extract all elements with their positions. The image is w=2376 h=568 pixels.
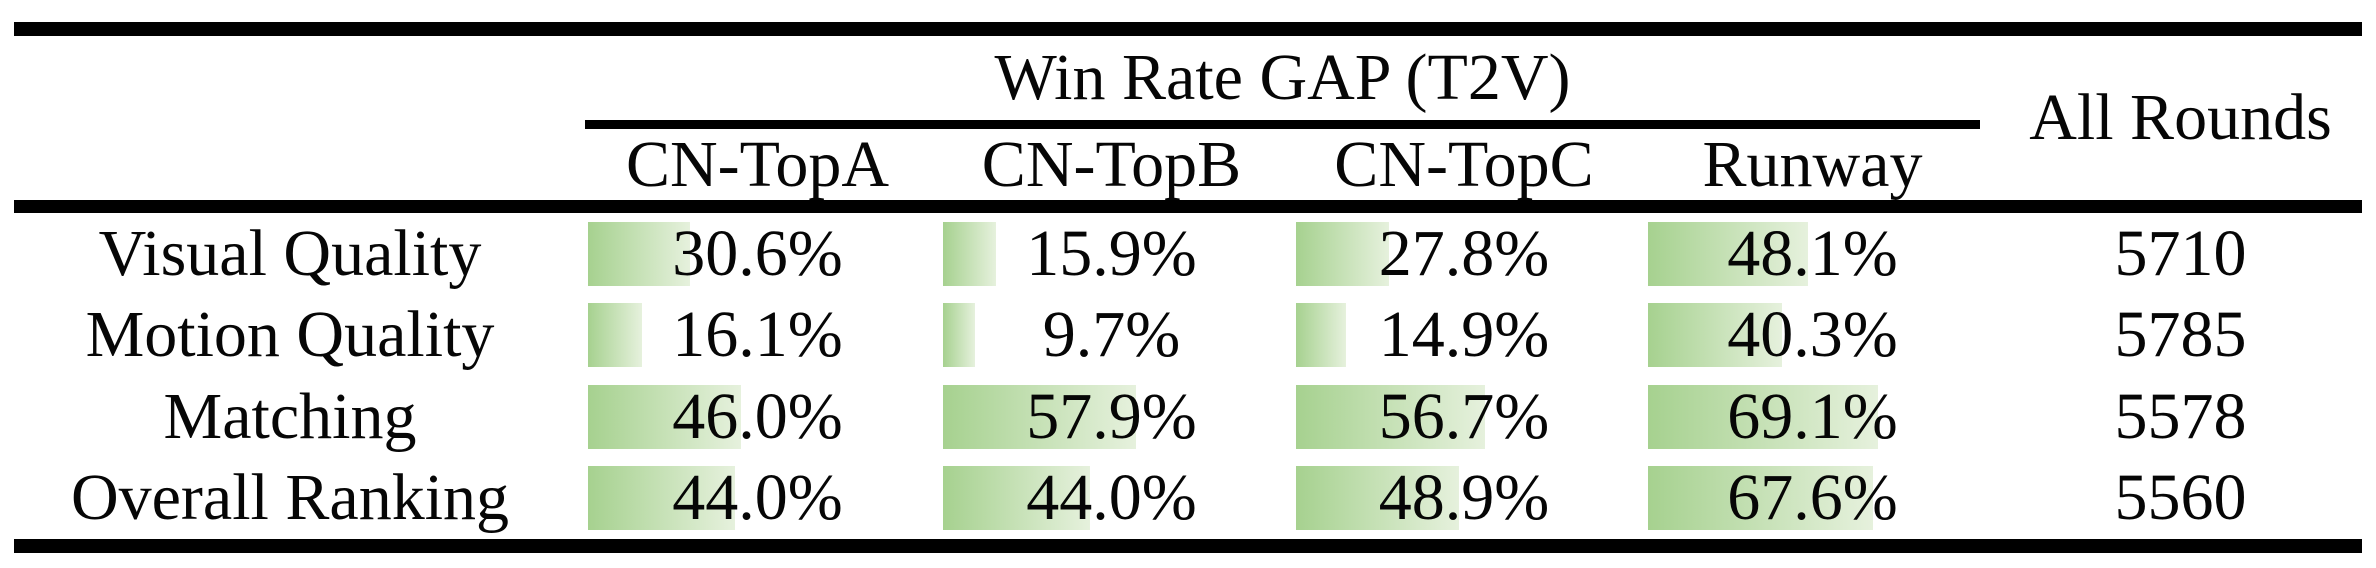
column-header-cn-topb: CN-TopB xyxy=(981,127,1242,201)
top-border-rule xyxy=(14,22,2362,36)
win-rate-cell: 46.0% xyxy=(580,376,935,458)
win-rate-cell: 16.1% xyxy=(580,295,935,377)
span-header-rule xyxy=(585,120,1980,129)
win-rate-cell: 15.9% xyxy=(935,213,1288,295)
win-rate-value: 48.1% xyxy=(1727,216,1898,290)
table-row-visual-quality: Visual Quality 30.6% 15.9% 27.8% 48.1% 5… xyxy=(0,213,2376,295)
header-label-spacer xyxy=(0,36,580,200)
win-rate-value: 44.0% xyxy=(672,461,843,535)
span-header-title: Win Rate GAP (T2V) xyxy=(994,41,1571,114)
win-rate-cell: 48.9% xyxy=(1288,458,1640,540)
win-rate-bar xyxy=(588,303,642,368)
win-rate-value: 44.0% xyxy=(1026,461,1197,535)
win-rate-value: 67.6% xyxy=(1727,461,1898,535)
win-rate-cell: 44.0% xyxy=(935,458,1288,540)
win-rate-cell: 40.3% xyxy=(1640,295,1985,377)
row-label: Motion Quality xyxy=(85,298,495,372)
win-rate-value: 48.9% xyxy=(1378,461,1550,535)
win-rate-bar xyxy=(1296,384,1485,449)
win-rate-value: 30.6% xyxy=(672,216,843,290)
win-rate-cell: 69.1% xyxy=(1640,376,1985,458)
all-rounds-value: 5560 xyxy=(2114,461,2247,535)
win-rate-value: 15.9% xyxy=(1026,216,1197,290)
win-rate-value: 46.0% xyxy=(672,379,843,453)
win-rate-bar xyxy=(943,221,996,286)
table-row-motion-quality: Motion Quality 16.1% 9.7% 14.9% 40.3% 57… xyxy=(0,295,2376,377)
win-rate-bar xyxy=(588,384,742,449)
win-rate-bar xyxy=(943,303,976,368)
win-rate-cell: 27.8% xyxy=(1288,213,1640,295)
span-header-group: Win Rate GAP (T2V) CN-TopA CN-TopB CN-To… xyxy=(580,36,1985,200)
win-rate-value: 9.7% xyxy=(1042,298,1181,372)
row-label: Matching xyxy=(163,379,417,453)
column-header-cn-topc: CN-TopC xyxy=(1334,127,1594,201)
win-rate-bar xyxy=(588,466,735,531)
win-rate-cell: 44.0% xyxy=(580,458,935,540)
win-rate-bar xyxy=(588,221,690,286)
win-rate-value: 56.7% xyxy=(1378,379,1550,453)
win-rate-cell: 57.9% xyxy=(935,376,1288,458)
win-rate-cell: 30.6% xyxy=(580,213,935,295)
win-rate-bar xyxy=(1648,303,1783,368)
win-rate-bar xyxy=(943,384,1136,449)
table-header: Win Rate GAP (T2V) CN-TopA CN-TopB CN-To… xyxy=(0,36,2376,200)
all-rounds-value: 5785 xyxy=(2114,298,2247,372)
column-header-cn-topa: CN-TopA xyxy=(625,127,890,201)
win-rate-value: 27.8% xyxy=(1378,216,1550,290)
win-rate-bar xyxy=(943,466,1090,531)
win-rate-bar xyxy=(1648,384,1879,449)
win-rate-bar xyxy=(1296,221,1389,286)
win-rate-cell: 9.7% xyxy=(935,295,1288,377)
header-body-rule xyxy=(14,200,2362,213)
bottom-border-rule xyxy=(14,539,2362,553)
all-rounds-value: 5578 xyxy=(2114,379,2247,453)
table-body: Visual Quality 30.6% 15.9% 27.8% 48.1% 5… xyxy=(0,213,2376,539)
table-row-overall-ranking: Overall Ranking 44.0% 44.0% 48.9% 67.6% … xyxy=(0,458,2376,540)
win-rate-cell: 48.1% xyxy=(1640,213,1985,295)
win-rate-bar xyxy=(1296,466,1459,531)
win-rate-value: 57.9% xyxy=(1026,379,1197,453)
column-header-all-rounds: All Rounds xyxy=(2029,81,2332,154)
column-header-runway: Runway xyxy=(1702,127,1923,201)
win-rate-cell: 67.6% xyxy=(1640,458,1985,540)
win-rate-bar xyxy=(1648,221,1809,286)
win-rate-cell: 14.9% xyxy=(1288,295,1640,377)
win-rate-bar xyxy=(1648,466,1874,531)
column-headers-row: CN-TopA CN-TopB CN-TopC Runway xyxy=(580,129,1985,200)
table-row-matching: Matching 46.0% 57.9% 56.7% 69.1% 5578 xyxy=(0,376,2376,458)
win-rate-value: 40.3% xyxy=(1727,298,1898,372)
win-rate-cell: 56.7% xyxy=(1288,376,1640,458)
win-rate-value: 69.1% xyxy=(1727,379,1898,453)
win-rate-value: 14.9% xyxy=(1378,298,1550,372)
row-label: Overall Ranking xyxy=(70,461,510,535)
win-rate-value: 16.1% xyxy=(672,298,843,372)
win-rate-bar xyxy=(1296,303,1346,368)
all-rounds-value: 5710 xyxy=(2114,216,2247,290)
row-label: Visual Quality xyxy=(98,216,482,290)
